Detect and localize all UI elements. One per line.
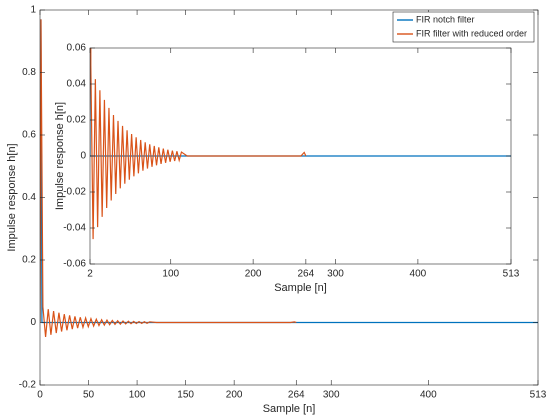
- plot-lines: [90, 48, 511, 240]
- legend: FIR notch filter FIR filter with reduced …: [392, 11, 535, 43]
- x-tick-label: 400: [420, 390, 437, 401]
- y-tick-label: 1: [30, 5, 36, 16]
- x-tick-label: 100: [162, 269, 179, 280]
- legend-label: FIR notch filter: [416, 14, 475, 24]
- y-tick-label: 0.04: [67, 79, 87, 90]
- y-tick-label: 0: [30, 317, 36, 328]
- y-tick-label: 0.6: [22, 130, 36, 141]
- x-tick-label: 200: [226, 390, 243, 401]
- x-tick-label: 150: [177, 390, 194, 401]
- y-axis-label: Impulse response h[n]: [6, 143, 18, 251]
- x-tick-label: 513: [503, 269, 520, 280]
- x-tick-label: 264: [298, 269, 315, 280]
- x-tick-label: 100: [129, 390, 146, 401]
- x-tick-label: 264: [288, 390, 305, 401]
- x-tick-label: 2: [87, 269, 93, 280]
- legend-box: [392, 11, 535, 43]
- x-tick-label: 0: [37, 390, 43, 401]
- x-tick-label: 200: [245, 269, 262, 280]
- x-axis-label: Sample [n]: [263, 403, 316, 415]
- y-tick-label: -0.06: [63, 259, 86, 270]
- y-tick-label: -0.04: [63, 223, 86, 234]
- x-axis-label: Sample [n]: [274, 282, 327, 294]
- y-tick-label: 0.06: [67, 43, 87, 54]
- y-tick-label: 0.02: [67, 115, 87, 126]
- x-tick-label: 513: [530, 390, 547, 401]
- y-tick-label: -0.02: [63, 187, 86, 198]
- y-tick-label: 0.4: [22, 192, 36, 203]
- legend-label: FIR filter with reduced order: [416, 28, 527, 38]
- series-line: [90, 48, 307, 240]
- y-tick-label: 0.2: [22, 255, 36, 266]
- x-tick-label: 50: [83, 390, 95, 401]
- y-axis-label: Impulse response h[n]: [54, 102, 66, 210]
- x-tick-label: 300: [327, 269, 344, 280]
- series-line: [40, 19, 297, 337]
- y-tick-label: 0.8: [22, 67, 36, 78]
- x-tick-label: 300: [323, 390, 340, 401]
- y-tick-label: 0: [80, 151, 86, 162]
- series-line: [90, 48, 511, 157]
- y-tick-label: -0.2: [19, 380, 37, 391]
- x-tick-label: 400: [410, 269, 427, 280]
